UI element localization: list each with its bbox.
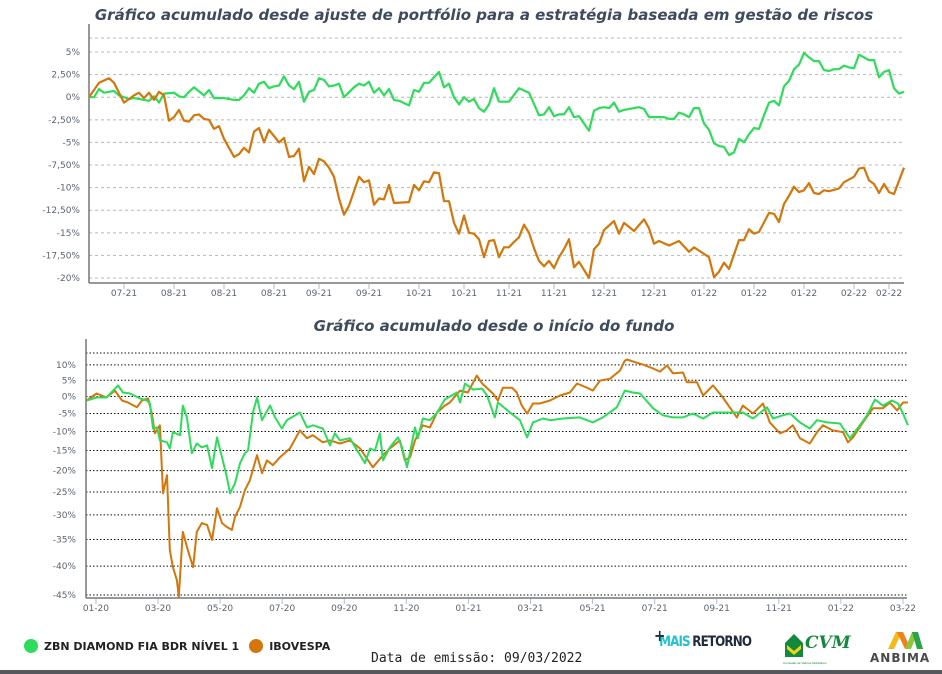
y-tick-label: -40%: [53, 562, 77, 572]
x-tick-label: 05-20: [207, 604, 233, 614]
x-tick-label: 11-21: [541, 289, 567, 299]
x-tick-label: 03-20: [145, 604, 171, 614]
x-tick-label: 01-22: [791, 289, 817, 299]
cvm-logo: CVM Comissão de Valores Mobiliários: [783, 631, 853, 667]
x-tick-label: 11-20: [393, 604, 419, 614]
issue-date: Data de emissão: 09/03/2022: [371, 651, 583, 666]
series-line-ibovespa: [86, 358, 908, 598]
logo-text: ANBIMA: [870, 651, 931, 665]
y-tick-label: -7,50%: [48, 161, 80, 171]
x-tick-label: 01-20: [83, 604, 109, 614]
logo-text: RETORNO: [692, 634, 752, 650]
plus-icon: +: [654, 626, 665, 645]
x-tick-label: 12-21: [641, 289, 667, 299]
x-tick-label: 09-20: [331, 604, 357, 614]
y-tick-label: -45%: [53, 591, 77, 601]
x-tick-label: 11-21: [766, 604, 792, 614]
bottom-bar: [0, 670, 942, 674]
logo-text: CVM: [805, 633, 851, 653]
y-tick-label: -15%: [57, 229, 81, 239]
y-tick-label: -20%: [57, 274, 81, 284]
y-tick-label: -30%: [53, 511, 77, 521]
y-tick-label: -2,50%: [48, 116, 80, 126]
y-tick-label: -10%: [53, 427, 77, 437]
cvm-emblem-icon: [785, 634, 803, 657]
x-tick-label: 01-22: [741, 289, 767, 299]
legend-item-fund[interactable]: ZBN DIAMOND FIA BDR NÍVEL 1: [24, 639, 239, 653]
anbima-logo: ANBIMA: [868, 629, 938, 665]
y-tick-label: 5%: [66, 48, 81, 58]
y-tick-label: 0%: [62, 392, 77, 402]
y-tick-label: -20%: [53, 467, 77, 477]
y-tick-label: 5%: [62, 376, 77, 386]
x-tick-label: 03-22: [890, 604, 916, 614]
legend-label: IBOVESPA: [269, 639, 331, 653]
y-tick-label: -25%: [53, 488, 77, 498]
x-tick-label: 11-21: [496, 289, 522, 299]
x-tick-label: 09-21: [704, 604, 730, 614]
anbima-emblem-icon: [888, 632, 923, 649]
series-line-ibovespa: [88, 77, 906, 280]
x-tick-label: 08-21: [211, 289, 237, 299]
x-tick-label: 08-21: [261, 289, 287, 299]
y-tick-label: -12,50%: [42, 206, 80, 216]
y-tick-label: -10%: [57, 184, 81, 194]
x-tick-label: 09-21: [356, 289, 382, 299]
y-tick-label: -15%: [53, 446, 77, 456]
legend: ZBN DIAMOND FIA BDR NÍVEL 1 IBOVESPA: [24, 639, 330, 653]
x-tick-label: 07-20: [269, 604, 295, 614]
y-tick-label: 2,50%: [51, 71, 80, 81]
series-line-zbn-diamond: [89, 51, 905, 157]
legend-item-ibovespa[interactable]: IBOVESPA: [249, 639, 330, 653]
x-tick-label: 09-21: [306, 289, 332, 299]
x-tick-label: 10-21: [406, 289, 432, 299]
x-tick-label: 01-22: [828, 604, 854, 614]
y-tick-label: -35%: [53, 536, 77, 546]
x-tick-label: 05-21: [579, 604, 605, 614]
y-tick-label: -5%: [62, 138, 80, 148]
x-tick-label: 07-21: [111, 289, 137, 299]
x-tick-label: 07-21: [642, 604, 668, 614]
legend-label: ZBN DIAMOND FIA BDR NÍVEL 1: [44, 639, 240, 653]
bottom-chart: 10% 5% 0% -5% -10% -15% -20% -25% -30% -35% -40% -4…: [53, 339, 916, 614]
y-tick-label: -17,50%: [42, 251, 80, 261]
x-tick-label: 01-21: [455, 604, 481, 614]
x-tick-label: 12-21: [591, 289, 617, 299]
mais-retorno-logo: + MAIS RETORNO: [654, 626, 752, 650]
top-chart: 5% 2,50% 0% -2,50% -5% -7,50% -10% -12,50% -15% -…: [42, 24, 906, 299]
x-tick-label: 02-22: [841, 289, 867, 299]
x-tick-label: 03-21: [517, 604, 543, 614]
x-tick-label: 10-21: [451, 289, 477, 299]
legend-dot-green-icon: [24, 639, 38, 653]
series-line-zbn-diamond: [86, 382, 909, 495]
x-tick-label: 02-22: [876, 289, 902, 299]
y-tick-label: -5%: [58, 410, 76, 420]
legend-dot-orange-icon: [249, 639, 264, 653]
logo-subtitle: Comissão de Valores Mobiliários: [783, 661, 827, 665]
logo-text: MAIS: [659, 634, 691, 650]
x-tick-label: 01-22: [691, 289, 717, 299]
bottom-chart-title: Gráfico acumulado desde o início do fund…: [314, 317, 675, 335]
x-tick-label: 08-21: [161, 289, 187, 299]
top-chart-title: Gráfico acumulado desde ajuste de portfó…: [95, 6, 873, 24]
y-tick-label: 10%: [56, 361, 76, 371]
y-tick-label: 0%: [66, 93, 81, 103]
